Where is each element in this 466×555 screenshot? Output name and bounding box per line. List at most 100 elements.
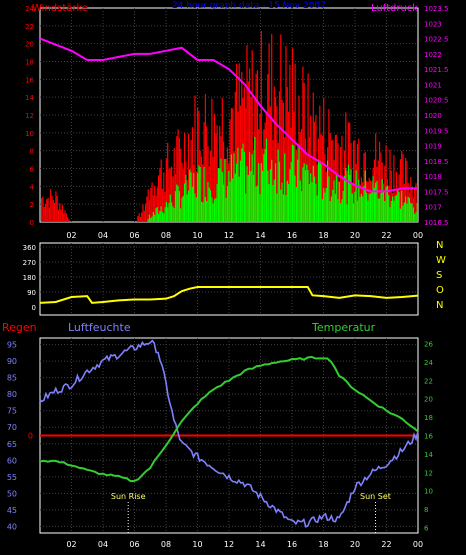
wind-average-bar (165, 202, 167, 222)
wind-average-bar (380, 193, 382, 222)
wind-gust-bar (241, 71, 243, 222)
wind-gust-bar (307, 73, 309, 222)
wind-average-bar (356, 200, 359, 222)
wind-average-bar (189, 169, 191, 222)
pressure-tick-label: 1019.5 (424, 127, 449, 135)
wind-gust-bar (236, 63, 238, 222)
wind-average-bar (269, 169, 271, 222)
wind-gust-bar (150, 187, 152, 222)
wind-average-bar (169, 194, 171, 222)
wind-average-bar (178, 191, 180, 222)
wind-average-bar (167, 207, 169, 222)
wind-gust-bar (176, 136, 178, 222)
wind-average-bar (210, 190, 212, 222)
wind-average-bar (265, 138, 268, 222)
wind-gust-bar (251, 50, 253, 222)
wind-gust-bar (180, 148, 182, 222)
wind-average-bar (247, 174, 249, 222)
wind-average-bar (408, 197, 411, 222)
wind-average-bar (206, 201, 208, 222)
wind-average-bar (295, 187, 297, 222)
wind-gust-bar (406, 161, 408, 222)
wind-average-bar (159, 210, 161, 222)
wind-average-bar (236, 163, 238, 222)
wind-gust-bar (390, 170, 392, 222)
wind-average-bar (327, 160, 329, 222)
wind-gust-bar (68, 219, 70, 222)
wind-gust-bar (178, 138, 180, 222)
wind-gust-bar (316, 164, 318, 222)
wind-gust-bar (401, 150, 403, 222)
wind-gust-bar (167, 142, 169, 222)
wind-gust-bar (334, 134, 336, 222)
wind-gust-bar (57, 209, 60, 222)
humidity-tick-label: 70 (7, 423, 17, 432)
wind-gust-bar (308, 136, 310, 222)
wind-average-bar (392, 196, 394, 222)
wind-average-bar (382, 191, 385, 222)
wind-average-bar (353, 203, 355, 222)
wind-average-bar (402, 205, 404, 222)
wind-gust-bar (234, 91, 236, 222)
wind-average-bar (403, 202, 405, 222)
wind-average-bar (213, 199, 216, 222)
wind-average-bar (177, 186, 179, 222)
wind-average-bar (343, 176, 346, 222)
wind-average-bar (217, 168, 219, 222)
wind-gust-bar (389, 149, 391, 222)
wind-average-bar (198, 165, 200, 222)
wind-gust-bar (314, 121, 316, 222)
wind-average-bar (246, 166, 248, 222)
wind-average-bar (291, 144, 294, 222)
wind-gust-bar (213, 113, 216, 222)
wind-average-bar (156, 207, 158, 222)
rain-tick-label: 0 (28, 432, 33, 441)
time-tick-label: 16 (287, 540, 297, 549)
wind-gust-bar (380, 152, 382, 222)
wind-gust-bar (210, 150, 212, 222)
wind-gust-bar (137, 216, 139, 222)
wind-average-bar (212, 203, 214, 222)
time-tick-label: 10 (192, 540, 202, 549)
wind-average-bar (320, 163, 322, 222)
wind-average-bar (268, 184, 270, 222)
humidity-tick-label: 65 (7, 440, 17, 449)
wind-average-bar (294, 175, 296, 222)
wind-average-bar (147, 219, 149, 222)
wind-average-bar (249, 151, 251, 222)
time-tick-label: 00 (413, 231, 423, 240)
time-tick-label: 06 (129, 231, 139, 240)
wind-tick-label: 24 (25, 5, 34, 13)
wind-average-bar (376, 180, 378, 222)
wind-average-bar (226, 186, 229, 222)
wind-gust-bar (379, 141, 381, 222)
wind-gust-bar (44, 203, 47, 222)
wind-gust-bar (43, 206, 45, 222)
wind-gust-bar (272, 139, 274, 222)
wind-average-bar (163, 213, 165, 222)
wind-average-bar (220, 158, 222, 222)
wind-gust-bar (156, 187, 158, 222)
humidity-tick-label: 40 (7, 522, 17, 531)
wind-average-bar (207, 181, 209, 222)
temperature-tick-label: 8 (424, 506, 428, 514)
wind-gust-bar (161, 188, 164, 222)
wind-average-bar (401, 190, 403, 222)
wind-gust-bar (281, 99, 283, 222)
wind-gust-bar (67, 217, 69, 222)
wind-axis-label: Windstärke (32, 3, 88, 14)
wind-tick-label: 2 (30, 201, 34, 209)
wind-gust-bar (288, 111, 290, 222)
wind-average-bar (290, 162, 292, 222)
wind-average-bar (406, 203, 408, 222)
wind-gust-bar (54, 202, 56, 222)
wind-average-bar (221, 171, 223, 222)
wind-gust-bar (56, 195, 58, 222)
time-tick-label: 04 (98, 231, 108, 240)
wind-gust-bar (215, 133, 217, 222)
wind-average-bar (334, 193, 336, 222)
wind-gust-bar (410, 176, 412, 222)
wind-average-bar (148, 214, 151, 222)
wind-gust-bar (145, 203, 147, 222)
